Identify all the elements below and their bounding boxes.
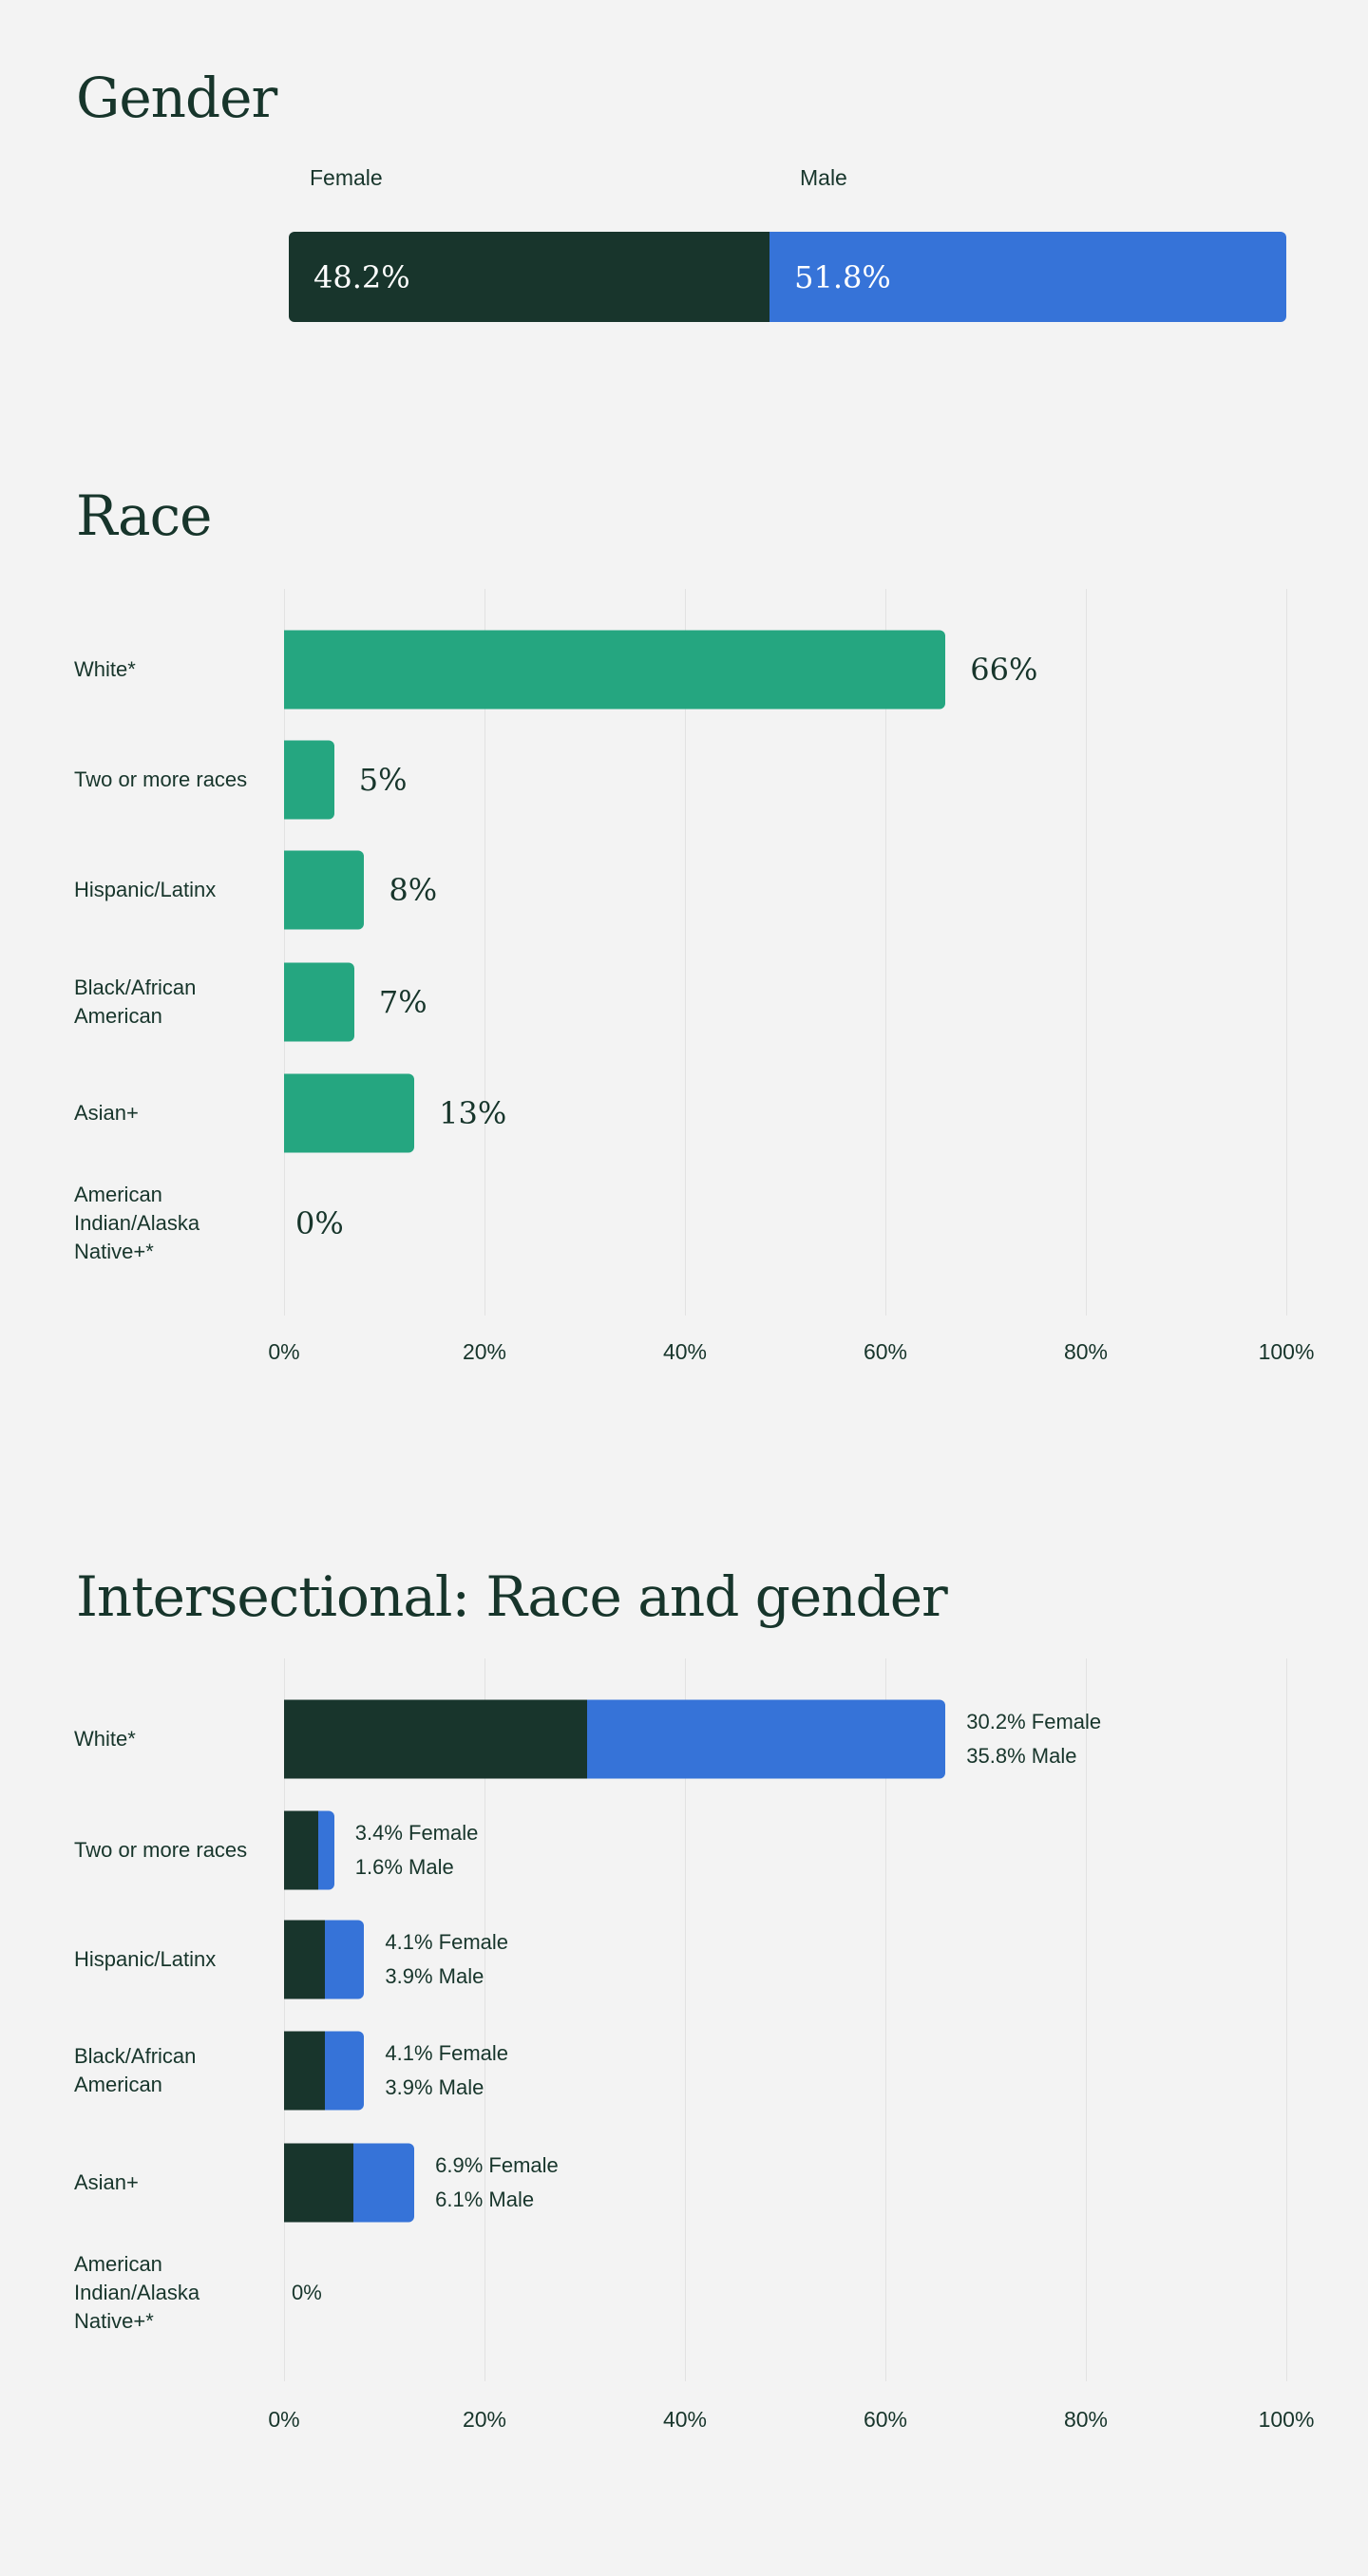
x-tick-label: 60% bbox=[863, 2407, 908, 2432]
value-label: 4.1% Female 3.9% Male bbox=[385, 1925, 508, 1994]
value-label: 66% bbox=[970, 652, 1038, 688]
x-tick-label: 20% bbox=[462, 1339, 507, 1364]
x-tick-label: 20% bbox=[462, 2407, 507, 2432]
category-label: Black/African American bbox=[74, 975, 197, 1028]
intersectional-title: Intersectional: Race and gender bbox=[76, 1564, 948, 1629]
female-segment bbox=[284, 1810, 318, 1890]
stacked-bar bbox=[284, 2143, 415, 2223]
female-segment bbox=[284, 2143, 353, 2223]
value-line: 6.9% Female bbox=[435, 2153, 559, 2177]
male-label: Male bbox=[800, 165, 847, 190]
category-label: Two or more races bbox=[74, 1838, 248, 1862]
value-line: 3.4% Female bbox=[354, 1821, 479, 1845]
male-segment: 51.8% bbox=[770, 232, 1286, 322]
x-tick-label: 80% bbox=[1063, 2407, 1109, 2432]
value-line: 4.1% Female bbox=[385, 1930, 509, 1954]
bar bbox=[284, 850, 365, 930]
female-segment bbox=[284, 1920, 326, 1999]
bar bbox=[284, 630, 946, 710]
gridline bbox=[484, 1658, 485, 2381]
bar bbox=[284, 740, 334, 820]
value-line: 1.6% Male bbox=[354, 1855, 454, 1879]
male-segment bbox=[317, 1810, 334, 1890]
value-label: 7% bbox=[378, 984, 428, 1020]
value-line: 3.9% Male bbox=[385, 1964, 484, 1988]
gridline bbox=[1286, 589, 1287, 1316]
category-label: White* bbox=[74, 657, 136, 681]
gridline bbox=[284, 589, 285, 1316]
x-tick-label: 60% bbox=[863, 1339, 908, 1364]
x-tick-label: 40% bbox=[662, 2407, 708, 2432]
gender-title: Gender bbox=[76, 66, 277, 130]
value-label: 4.1% Female 3.9% Male bbox=[385, 2036, 508, 2105]
category-label: American Indian/Alaska Native+* bbox=[74, 1183, 200, 1263]
value-label: 6.9% Female 6.1% Male bbox=[435, 2149, 559, 2217]
value-label: 13% bbox=[439, 1095, 507, 1131]
value-line: 35.8% Male bbox=[966, 1744, 1077, 1768]
x-tick-label: 100% bbox=[1258, 2407, 1315, 2432]
bar bbox=[284, 1073, 415, 1153]
category-label: American Indian/Alaska Native+* bbox=[74, 2252, 200, 2333]
value-line: 3.9% Male bbox=[385, 2075, 484, 2099]
gridline bbox=[1086, 1658, 1087, 2381]
female-label: Female bbox=[310, 165, 383, 190]
gridline bbox=[1286, 1658, 1287, 2381]
stacked-bar bbox=[284, 2031, 365, 2111]
stacked-bar bbox=[284, 1810, 334, 1890]
gridline bbox=[1086, 589, 1087, 1316]
category-label: Asian+ bbox=[74, 2170, 139, 2194]
gridline bbox=[484, 589, 485, 1316]
x-tick-label: 0% bbox=[268, 2407, 300, 2432]
gridline bbox=[284, 1658, 285, 2381]
value-line: 30.2% Female bbox=[966, 1710, 1102, 1733]
category-label: Black/African American bbox=[74, 2044, 197, 2096]
value-line: 6.1% Male bbox=[435, 2188, 535, 2211]
category-label: Hispanic/Latinx bbox=[74, 1947, 217, 1971]
female-segment: 48.2% bbox=[289, 232, 770, 322]
male-segment bbox=[325, 2031, 365, 2111]
race-title: Race bbox=[76, 483, 212, 548]
value-label: 30.2% Female 35.8% Male bbox=[966, 1705, 1101, 1773]
male-segment bbox=[352, 2143, 415, 2223]
category-label: Asian+ bbox=[74, 1101, 139, 1125]
x-tick-label: 100% bbox=[1258, 1339, 1315, 1364]
category-label: White* bbox=[74, 1727, 136, 1751]
stacked-bar bbox=[284, 1699, 946, 1779]
male-segment bbox=[325, 1920, 365, 1999]
bar bbox=[284, 962, 354, 1042]
gridline bbox=[885, 1658, 886, 2381]
x-tick-label: 0% bbox=[268, 1339, 300, 1364]
gridline bbox=[685, 1658, 686, 2381]
x-tick-label: 80% bbox=[1063, 1339, 1109, 1364]
category-label: Two or more races bbox=[74, 767, 248, 791]
male-segment bbox=[586, 1699, 946, 1779]
value-label: 8% bbox=[389, 872, 438, 908]
value-label: 0% bbox=[295, 1205, 344, 1241]
value-label: 5% bbox=[358, 762, 408, 798]
value-line: 0% bbox=[292, 2281, 322, 2304]
gridline bbox=[685, 589, 686, 1316]
value-label: 3.4% Female 1.6% Male bbox=[355, 1816, 479, 1885]
x-tick-label: 40% bbox=[662, 1339, 708, 1364]
gender-bar: 48.2% 51.8% bbox=[289, 232, 1286, 322]
gridline bbox=[885, 589, 886, 1316]
female-segment bbox=[284, 2031, 326, 2111]
value-label: 0% bbox=[292, 2276, 322, 2310]
category-label: Hispanic/Latinx bbox=[74, 878, 217, 901]
value-line: 4.1% Female bbox=[385, 2041, 509, 2065]
female-segment bbox=[284, 1699, 587, 1779]
stacked-bar bbox=[284, 1920, 365, 1999]
